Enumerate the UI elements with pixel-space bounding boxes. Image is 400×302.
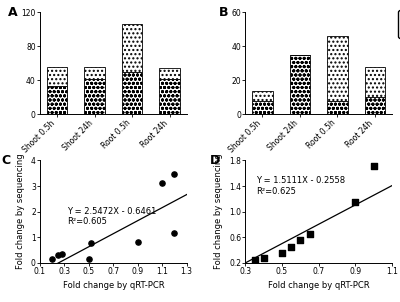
Point xyxy=(260,255,267,260)
Text: B: B xyxy=(219,6,228,19)
Bar xyxy=(159,79,180,114)
Point xyxy=(171,172,178,177)
Bar xyxy=(47,86,67,114)
Bar xyxy=(122,72,142,114)
Point xyxy=(59,251,65,256)
Text: D: D xyxy=(210,154,220,167)
Point xyxy=(55,253,62,258)
Point xyxy=(279,251,285,255)
Y-axis label: Fold change by sequencing: Fold change by sequencing xyxy=(16,154,26,269)
X-axis label: Fold change by qRT-PCR: Fold change by qRT-PCR xyxy=(62,281,164,291)
Bar xyxy=(84,68,105,79)
Bar xyxy=(327,36,348,101)
Y-axis label: Fold change by sequencing: Fold change by sequencing xyxy=(214,154,224,269)
Text: C: C xyxy=(2,154,11,167)
Bar xyxy=(252,101,273,114)
Bar xyxy=(290,55,310,114)
Bar xyxy=(365,67,385,97)
Point xyxy=(171,231,178,236)
Bar xyxy=(122,24,142,72)
Bar xyxy=(365,97,385,114)
Bar xyxy=(327,101,348,114)
Point xyxy=(134,240,141,245)
Bar xyxy=(159,68,180,79)
Text: R²=0.605: R²=0.605 xyxy=(67,217,107,226)
Legend: up, down: up, down xyxy=(398,10,400,38)
Point xyxy=(288,244,294,249)
Point xyxy=(297,238,304,243)
Bar xyxy=(47,68,67,86)
Point xyxy=(86,256,92,261)
Point xyxy=(251,257,258,262)
X-axis label: Fold change by qRT-PCR: Fold change by qRT-PCR xyxy=(268,281,370,291)
Point xyxy=(49,256,56,261)
Point xyxy=(370,163,377,168)
Point xyxy=(88,240,94,245)
Text: Y = 1.5111X - 0.2558: Y = 1.5111X - 0.2558 xyxy=(256,176,346,185)
Bar xyxy=(252,91,273,101)
Text: A: A xyxy=(8,6,17,19)
Point xyxy=(159,181,166,186)
Text: Y = 2.5472X - 0.6461: Y = 2.5472X - 0.6461 xyxy=(67,207,156,216)
Text: R²=0.625: R²=0.625 xyxy=(256,187,296,196)
Point xyxy=(352,200,358,204)
Point xyxy=(306,232,313,236)
Bar xyxy=(84,79,105,114)
